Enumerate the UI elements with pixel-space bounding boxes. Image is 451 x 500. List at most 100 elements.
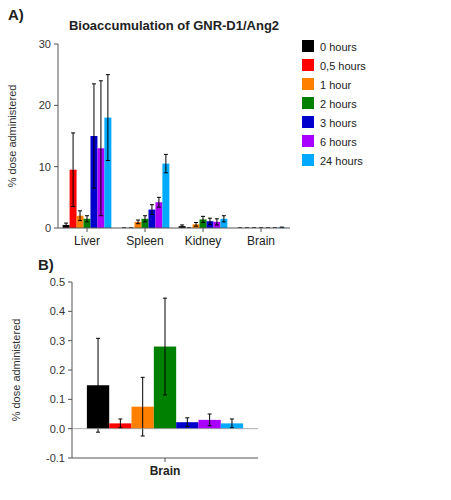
error-bar-cap: [208, 414, 212, 415]
error-bar-stem: [87, 216, 88, 222]
error-bar-cap: [163, 394, 167, 395]
error-bar-stem: [209, 414, 210, 426]
y-tick: [54, 228, 58, 229]
error-bar-stem: [120, 419, 121, 428]
error-bar-cap: [157, 207, 161, 208]
title: Bioaccumulation of GNR-D1/Ang2: [69, 18, 279, 33]
error-bar: [180, 225, 184, 227]
error-bar-stem: [145, 216, 146, 222]
legend-swatch: [302, 135, 314, 147]
error-bar-cap: [71, 206, 75, 207]
error-bar-stem: [165, 298, 166, 395]
error-bar-cap: [164, 154, 168, 155]
error-bar: [163, 298, 167, 395]
y-tick: [68, 282, 72, 283]
x-tick-label: Brain: [247, 234, 275, 248]
error-bar-stem: [158, 197, 159, 207]
legend-swatch: [302, 40, 314, 52]
error-bar-cap: [230, 418, 234, 419]
legend-label: 1 hour: [320, 79, 352, 91]
background: [0, 0, 451, 500]
error-bar-cap: [208, 425, 212, 426]
zero-line: [72, 428, 258, 429]
y-tick: [54, 105, 58, 106]
error-bar-cap: [208, 218, 212, 219]
y-tick-label: 0.5: [50, 276, 65, 288]
error-bar-cap: [230, 427, 234, 428]
error-bar-cap: [143, 215, 147, 216]
error-bar-cap: [106, 160, 110, 161]
legend-swatch: [302, 154, 314, 166]
error-bar: [194, 222, 198, 226]
legend-label: 3 hours: [320, 117, 357, 129]
legend-swatch: [302, 78, 314, 90]
legend-swatch: [302, 59, 314, 71]
error-bar: [92, 84, 96, 188]
legend-label: 24 hours: [320, 155, 363, 167]
y-tick-label: 0.4: [50, 305, 65, 317]
error-bar-cap: [222, 215, 226, 216]
error-bar-stem: [216, 219, 217, 225]
error-bar-cap: [99, 215, 103, 216]
y-tick: [68, 311, 72, 312]
error-bar-cap: [185, 417, 189, 418]
error-bar-stem: [73, 133, 74, 207]
error-bar: [201, 216, 205, 222]
error-bar-stem: [209, 218, 210, 224]
error-bar: [64, 223, 68, 227]
error-bar-stem: [100, 81, 101, 216]
y-axis-line: [58, 44, 59, 228]
error-bar-cap: [118, 418, 122, 419]
error-bar-cap: [215, 218, 219, 219]
y-tick: [54, 44, 58, 45]
y-tick-label: 0.2: [50, 364, 65, 376]
error-bar-cap: [194, 226, 198, 227]
legend-label: 0,5 hours: [320, 60, 366, 72]
error-bar-stem: [107, 75, 108, 161]
panel-label: B): [38, 256, 54, 273]
error-bar: [230, 419, 234, 428]
y-tick-label: 0: [45, 222, 51, 234]
error-bar-cap: [92, 83, 96, 84]
y-tick-label: 30: [39, 38, 51, 50]
error-bar-cap: [280, 227, 284, 228]
legend-label: 6 hours: [320, 136, 357, 148]
y-tick: [68, 399, 72, 400]
x-tick: [165, 458, 166, 462]
legend-label: 2 hours: [320, 98, 357, 110]
legend: 0 hours 0,5 hours 1 hour 2 hours 3 hours 6 ho…: [302, 40, 366, 167]
error-bar-stem: [138, 220, 139, 224]
figure: A)Bioaccumulation of GNR-D1/Ang20102030%…: [0, 0, 451, 500]
x-tick-label: Spleen: [126, 234, 163, 248]
error-bar-cap: [78, 220, 82, 221]
error-bar: [150, 205, 154, 215]
panel-1: B)-0.10.00.10.20.30.40.5% dose administe…: [10, 256, 258, 478]
error-bar-cap: [96, 338, 100, 339]
error-bar-stem: [80, 211, 81, 221]
error-bar-stem: [165, 154, 166, 172]
x-tick: [145, 228, 146, 232]
error-bar: [215, 219, 219, 225]
error-bar-cap: [215, 224, 219, 225]
y-tick: [68, 458, 72, 459]
error-bar: [208, 414, 212, 426]
error-bar-cap: [180, 224, 184, 225]
legend-label: 0 hours: [320, 41, 357, 53]
error-bar: [99, 81, 103, 216]
error-bar-cap: [71, 132, 75, 133]
error-bar: [71, 133, 75, 207]
error-bar: [85, 216, 89, 222]
y-axis-line: [72, 282, 73, 458]
x-axis-line: [58, 228, 290, 229]
error-bar-cap: [163, 298, 167, 299]
error-bar: [164, 154, 168, 172]
error-bar-stem: [187, 418, 188, 427]
error-bar: [185, 418, 189, 427]
error-bar: [106, 75, 110, 161]
error-bar-cap: [150, 214, 154, 215]
x-tick-label: Brain: [150, 464, 181, 478]
error-bar-cap: [99, 80, 103, 81]
error-bar-cap: [92, 188, 96, 189]
error-bar-cap: [185, 426, 189, 427]
error-bar-cap: [64, 223, 68, 224]
